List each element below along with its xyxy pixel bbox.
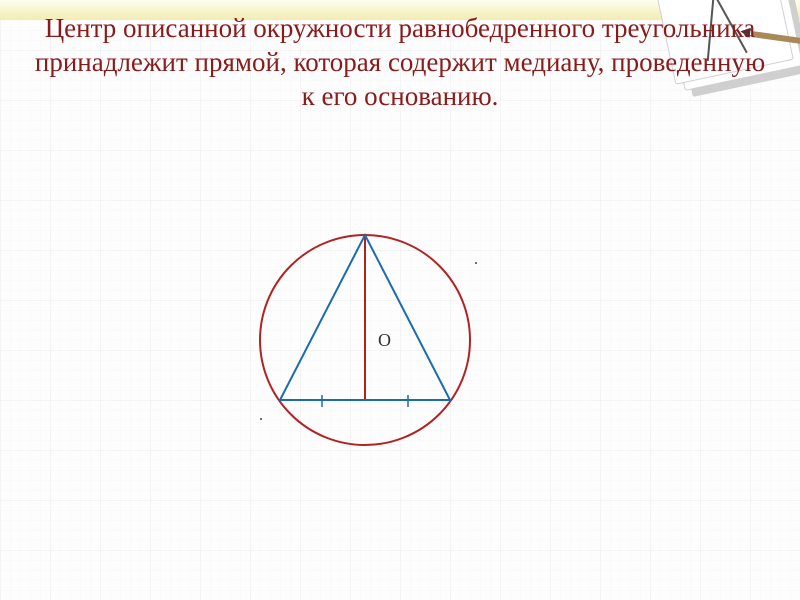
center-label: О bbox=[378, 330, 391, 351]
geometry-diagram bbox=[255, 230, 475, 450]
theorem-text: Центр описанной окружности равнобедренно… bbox=[35, 13, 765, 111]
center-label-text: О bbox=[378, 330, 391, 350]
theorem-title: Центр описанной окружности равнобедренно… bbox=[30, 12, 770, 113]
stray-dot-left bbox=[260, 418, 262, 420]
stray-dot-right bbox=[475, 262, 477, 264]
